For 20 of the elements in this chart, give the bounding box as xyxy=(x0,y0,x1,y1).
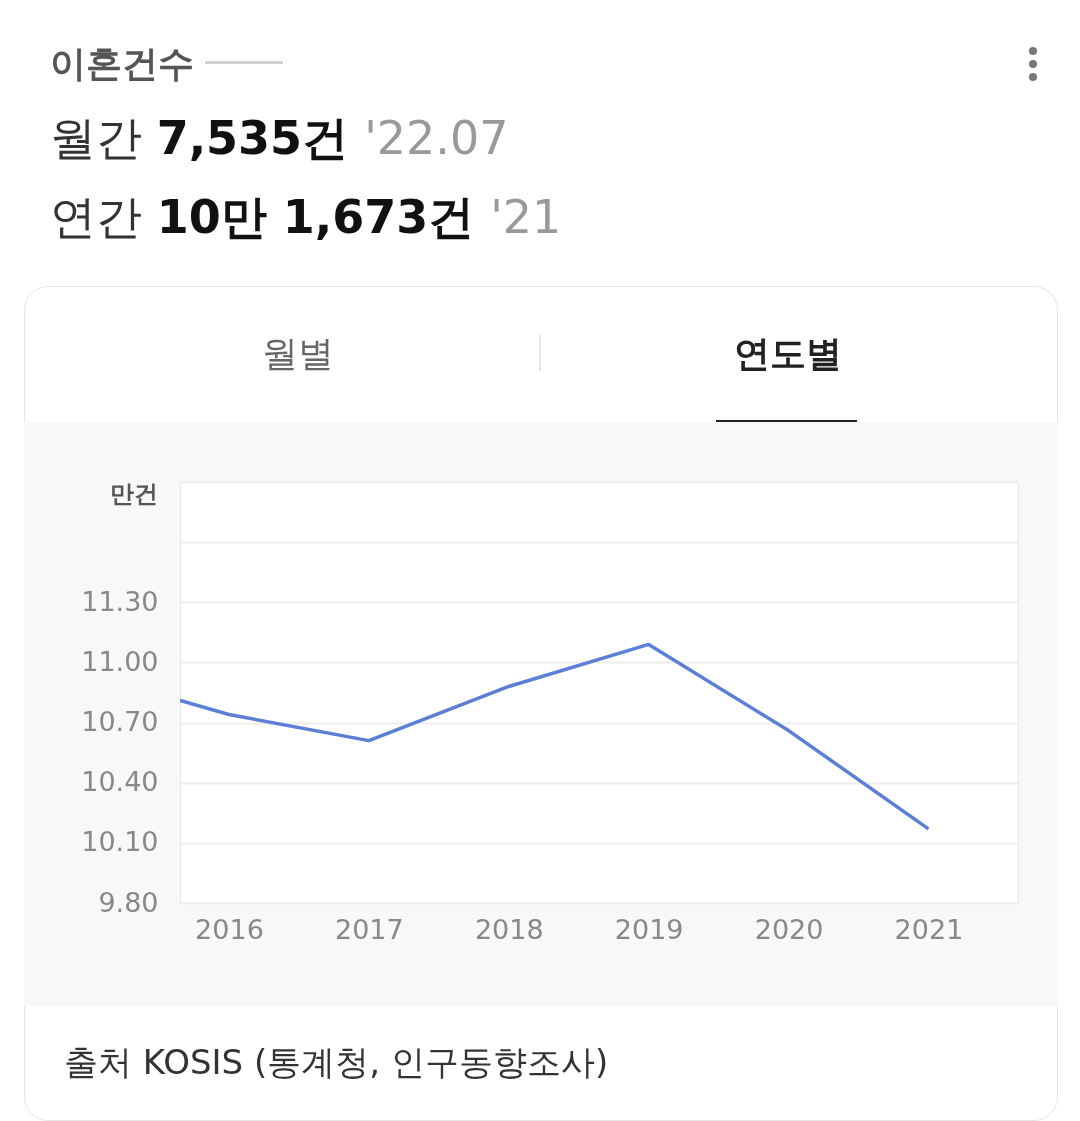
text: 연간 10만 1,673건 '21 xyxy=(50,190,562,244)
y-tick-label: 11.30 xyxy=(81,585,159,617)
x-tick-label: 2018 xyxy=(474,913,544,945)
y-tick-label: 10.10 xyxy=(81,826,159,858)
y-tick-label: 11.00 xyxy=(81,645,159,677)
text: 연도별 xyxy=(734,332,842,376)
x-tick-label: 2021 xyxy=(894,913,964,945)
text: 월별 xyxy=(262,332,334,376)
x-tick-label: 2016 xyxy=(195,913,264,945)
line-series xyxy=(180,642,931,831)
x-tick-label: 2020 xyxy=(754,913,824,945)
source-note: 출처 KOSIS (통계청, 인구동향조사) xyxy=(64,1041,609,1084)
y-tick-label: 9.80 xyxy=(98,886,159,918)
chart-title: 이혼건수 xyxy=(50,42,194,86)
y-tick-label: 10.40 xyxy=(81,766,159,798)
text: 월간 7,535건 '22.07 xyxy=(50,111,509,165)
y-tick-label: 10.70 xyxy=(81,706,159,738)
y-axis-title: 만건 xyxy=(109,479,158,508)
x-tick-label: 2017 xyxy=(335,913,404,945)
x-tick-label: 2019 xyxy=(614,913,684,945)
